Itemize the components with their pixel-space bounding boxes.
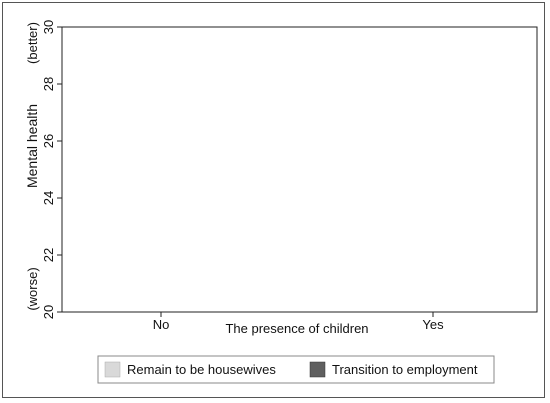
plot-border: [61, 26, 538, 313]
axes: 20 22 24 26 28 30 No Yes: [41, 20, 538, 332]
y-tick-label: 28: [41, 77, 56, 91]
y-axis-label: Mental health: [24, 104, 40, 188]
x-axis-label: The presence of children: [225, 321, 368, 336]
y-axis-label-top: (better): [25, 22, 40, 64]
y-tick-label: 24: [41, 191, 56, 205]
y-tick-label: 20: [41, 305, 56, 319]
y-tick-label: 30: [41, 20, 56, 34]
y-tick-label: 26: [41, 134, 56, 148]
legend-label-employment: Transition to employment: [332, 362, 478, 377]
legend-box: [97, 355, 495, 384]
legend-swatch-housewives: [104, 361, 121, 378]
y-axis-label-bottom: (worse): [25, 267, 40, 310]
y-tick-label: 22: [41, 248, 56, 262]
legend-label-housewives: Remain to be housewives: [127, 362, 276, 377]
x-tick-label-no: No: [153, 317, 170, 332]
legend-swatch-employment: [309, 361, 326, 378]
legend: Remain to be housewives Transition to em…: [97, 355, 495, 384]
x-tick-label-yes: Yes: [422, 317, 444, 332]
